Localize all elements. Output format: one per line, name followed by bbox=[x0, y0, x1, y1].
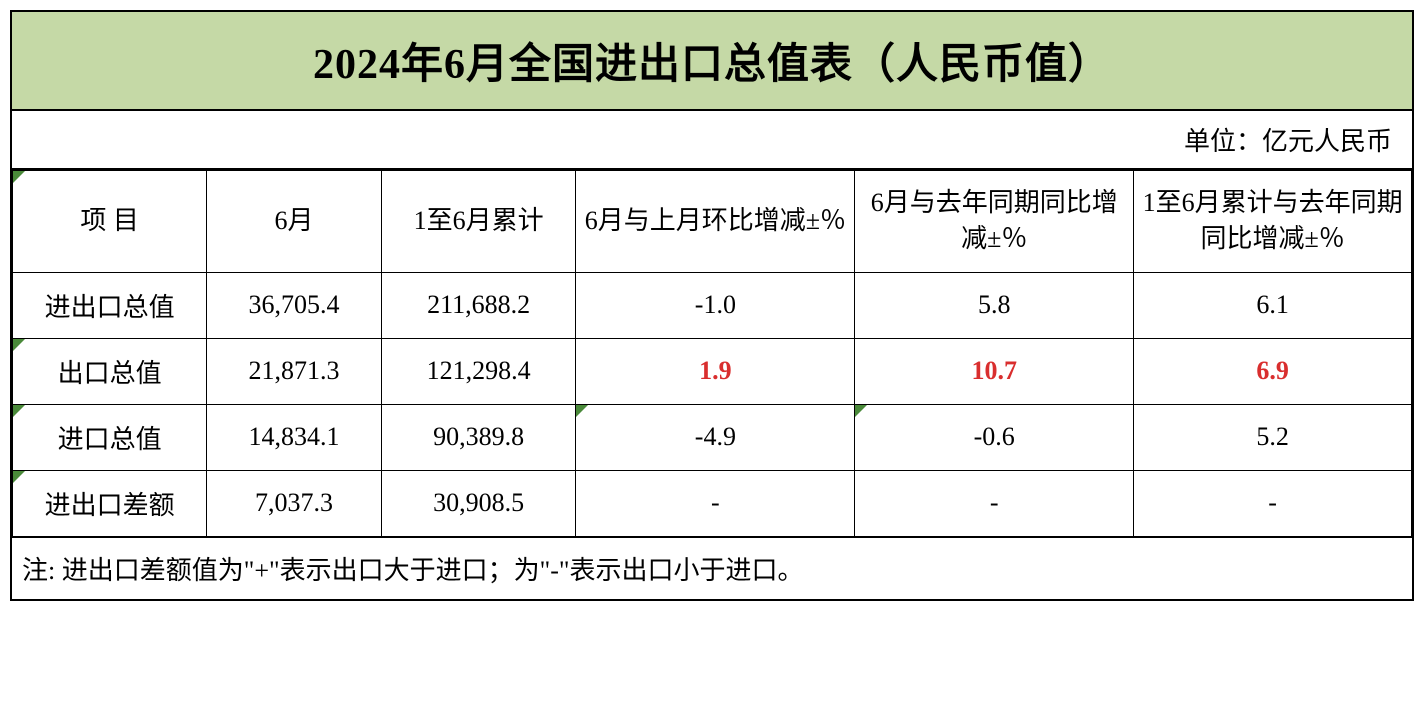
cell-cum-yoy: - bbox=[1134, 470, 1412, 536]
cell-cumulative: 121,298.4 bbox=[381, 338, 576, 404]
cell-label: 进出口差额 bbox=[13, 470, 207, 536]
col-header-item: 项 目 bbox=[13, 171, 207, 273]
col-header-cum-yoy: 1至6月累计与去年同期同比增减±％ bbox=[1134, 171, 1412, 273]
col-header-cumulative: 1至6月累计 bbox=[381, 171, 576, 273]
col-header-month: 6月 bbox=[207, 171, 382, 273]
cell-cumulative: 30,908.5 bbox=[381, 470, 576, 536]
cell-month: 7,037.3 bbox=[207, 470, 382, 536]
table-row: 进出口总值 36,705.4 211,688.2 -1.0 5.8 6.1 bbox=[13, 272, 1412, 338]
table-row: 进出口差额 7,037.3 30,908.5 - - - bbox=[13, 470, 1412, 536]
note-row: 注: 进出口差额值为"+"表示出口大于进口；为"-"表示出口小于进口。 bbox=[12, 537, 1412, 599]
unit-label: 单位：亿元人民币 bbox=[1184, 126, 1392, 156]
title-row: 2024年6月全国进出口总值表（人民币值） bbox=[12, 12, 1412, 111]
cell-cumulative: 211,688.2 bbox=[381, 272, 576, 338]
table-title: 2024年6月全国进出口总值表（人民币值） bbox=[313, 42, 1111, 88]
cell-month: 21,871.3 bbox=[207, 338, 382, 404]
cell-mom: -1.0 bbox=[576, 272, 855, 338]
cell-month: 36,705.4 bbox=[207, 272, 382, 338]
table-body: 进出口总值 36,705.4 211,688.2 -1.0 5.8 6.1 出口… bbox=[13, 272, 1412, 536]
unit-row: 单位：亿元人民币 bbox=[12, 111, 1412, 170]
cell-yoy: 5.8 bbox=[855, 272, 1134, 338]
cell-label: 进出口总值 bbox=[13, 272, 207, 338]
cell-cum-yoy: 6.1 bbox=[1134, 272, 1412, 338]
cell-mom: - bbox=[576, 470, 855, 536]
cell-yoy: 10.7 bbox=[855, 338, 1134, 404]
cell-label: 出口总值 bbox=[13, 338, 207, 404]
cell-cumulative: 90,389.8 bbox=[381, 404, 576, 470]
note-text: 注: 进出口差额值为"+"表示出口大于进口；为"-"表示出口小于进口。 bbox=[22, 556, 804, 585]
cell-cum-yoy: 6.9 bbox=[1134, 338, 1412, 404]
header-row: 项 目 6月 1至6月累计 6月与上月环比增减±％ 6月与去年同期同比增减±％ … bbox=[13, 171, 1412, 273]
trade-table-container: 2024年6月全国进出口总值表（人民币值） 单位：亿元人民币 项 目 6月 1至… bbox=[10, 10, 1414, 601]
table-row: 进口总值 14,834.1 90,389.8 -4.9 -0.6 5.2 bbox=[13, 404, 1412, 470]
table-row: 出口总值 21,871.3 121,298.4 1.9 10.7 6.9 bbox=[13, 338, 1412, 404]
cell-month: 14,834.1 bbox=[207, 404, 382, 470]
cell-label: 进口总值 bbox=[13, 404, 207, 470]
cell-yoy: -0.6 bbox=[855, 404, 1134, 470]
cell-yoy: - bbox=[855, 470, 1134, 536]
cell-mom: 1.9 bbox=[576, 338, 855, 404]
cell-mom: -4.9 bbox=[576, 404, 855, 470]
cell-cum-yoy: 5.2 bbox=[1134, 404, 1412, 470]
col-header-yoy: 6月与去年同期同比增减±％ bbox=[855, 171, 1134, 273]
col-header-mom: 6月与上月环比增减±％ bbox=[576, 171, 855, 273]
data-table: 项 目 6月 1至6月累计 6月与上月环比增减±％ 6月与去年同期同比增减±％ … bbox=[12, 170, 1412, 537]
